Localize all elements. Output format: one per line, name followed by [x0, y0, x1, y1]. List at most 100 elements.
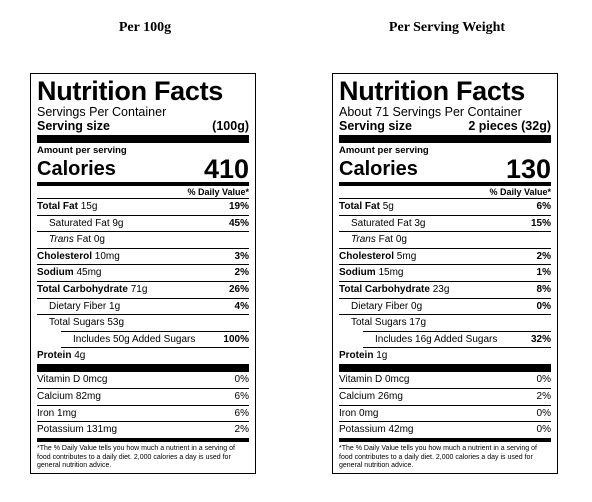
dietary-fiber-row: Dietary Fiber 1g 4%	[37, 299, 249, 316]
dietary-fiber-dv: 0%	[536, 300, 551, 312]
added-sugars-dv: 32%	[530, 333, 551, 345]
serving-size-label: Serving size	[339, 119, 412, 133]
calcium-row: Calcium 26mg 2%	[339, 389, 551, 406]
total-sugars-label: Total Sugars	[351, 317, 407, 329]
amount-per-serving: Amount per serving	[339, 145, 429, 156]
iron-amount: 1mg	[57, 407, 77, 419]
protein-row: Protein 4g	[37, 348, 249, 364]
total-fat-row: Total Fat 15g 19%	[37, 199, 249, 216]
cholesterol-row: Cholesterol 10mg 3%	[37, 249, 249, 266]
daily-value-footnote: *The % Daily Value tells you how much a …	[37, 445, 235, 470]
trans-fat-label: Trans	[49, 234, 74, 246]
protein-label: Protein	[339, 350, 374, 362]
protein-label: Protein	[37, 350, 72, 362]
servings-per-container: Servings Per Container	[37, 105, 167, 119]
sodium-amount: 45mg	[76, 267, 102, 279]
dietary-fiber-amount: 1g	[109, 300, 121, 312]
vitamin-d-row: Vitamin D 0mcg 0%	[37, 372, 249, 389]
added-sugars-amount: 50g	[113, 333, 130, 345]
sodium-dv: 1%	[536, 267, 551, 279]
added-sugars-prefix: Includes	[375, 333, 413, 345]
iron-label: Iron	[37, 407, 55, 419]
saturated-fat-row: Saturated Fat 3g 15%	[339, 216, 551, 233]
total-carbohydrate-dv: 26%	[228, 283, 249, 295]
vitamin-d-amount: 0mcg	[384, 373, 410, 385]
heading-per-100g: Per 100g	[118, 20, 172, 35]
saturated-fat-label: Saturated Fat	[49, 217, 110, 229]
vitamin-d-label: Vitamin D	[37, 373, 81, 385]
calories-label: Calories	[339, 158, 418, 180]
total-sugars-amount: 53g	[107, 317, 125, 329]
divider-thick	[37, 135, 249, 143]
divider-footnote	[37, 438, 249, 443]
sodium-amount: 15mg	[378, 267, 404, 279]
calcium-row: Calcium 82mg 6%	[37, 389, 249, 406]
calories-row: Calories 130	[339, 156, 551, 183]
trans-fat-row: Trans Fat 0g	[37, 232, 249, 249]
divider-thick	[339, 135, 551, 143]
daily-value-header: % Daily Value*	[339, 186, 551, 199]
dietary-fiber-dv: 4%	[234, 300, 249, 312]
added-sugars-wrap: Includes 50g Added Sugars 100%	[61, 330, 249, 349]
calories-row: Calories 410	[37, 156, 249, 183]
vitamin-d-row: Vitamin D 0mcg 0%	[339, 372, 551, 389]
potassium-dv: 2%	[234, 424, 249, 436]
calcium-label: Calcium	[37, 390, 74, 402]
divider-thick-protein	[37, 363, 249, 372]
iron-row: Iron 1mg 6%	[37, 406, 249, 423]
divider-thick-protein	[339, 363, 551, 372]
nutrition-panel-per-100g: Nutrition Facts Servings Per Container S…	[30, 73, 256, 474]
nutrition-facts-title: Nutrition Facts	[339, 76, 526, 106]
total-carbohydrate-label: Total Carbohydrate	[37, 283, 128, 295]
potassium-dv: 0%	[536, 424, 551, 436]
cholesterol-dv: 3%	[234, 250, 249, 262]
added-sugars-suffix: Added Sugars	[131, 333, 196, 345]
iron-dv: 6%	[234, 407, 249, 419]
total-fat-row: Total Fat 5g 6%	[339, 199, 551, 216]
sodium-label: Sodium	[339, 267, 376, 279]
total-carbohydrate-row: Total Carbohydrate 23g 8%	[339, 282, 551, 299]
trans-fat-label2: Fat	[76, 234, 92, 246]
total-fat-label: Total Fat	[339, 201, 380, 212]
sodium-dv: 2%	[234, 267, 249, 279]
dietary-fiber-row: Dietary Fiber 0g 0%	[339, 299, 551, 316]
protein-amount: 1g	[376, 350, 388, 362]
potassium-amount: 131mg	[86, 424, 118, 436]
total-sugars-label: Total Sugars	[49, 317, 105, 329]
added-sugars-suffix: Added Sugars	[433, 333, 498, 345]
serving-size-value: 2 pieces (32g)	[468, 119, 551, 133]
iron-label: Iron	[339, 407, 357, 419]
potassium-label: Potassium	[37, 424, 84, 436]
servings-per-container: About 71 Servings Per Container	[339, 105, 522, 119]
dietary-fiber-label: Dietary Fiber	[49, 300, 107, 312]
dietary-fiber-amount: 0g	[411, 300, 423, 312]
added-sugars-row: Includes 50g Added Sugars 100%	[61, 330, 249, 348]
calcium-label: Calcium	[339, 390, 376, 402]
calcium-amount: 82mg	[75, 390, 101, 402]
calcium-dv: 2%	[536, 390, 551, 402]
sodium-row: Sodium 45mg 2%	[37, 265, 249, 282]
total-fat-dv: 19%	[228, 201, 249, 212]
divider-medium	[37, 182, 249, 186]
iron-row: Iron 0mg 0%	[339, 406, 551, 423]
serving-size-row: Serving size (100g)	[37, 119, 249, 133]
cholesterol-amount: 10mg	[94, 250, 120, 262]
saturated-fat-amount: 9g	[112, 217, 124, 229]
daily-value-header: % Daily Value*	[37, 186, 249, 199]
added-sugars-prefix: Includes	[73, 333, 111, 345]
divider-medium	[339, 182, 551, 186]
potassium-amount: 42mg	[388, 424, 414, 436]
vitamin-d-label: Vitamin D	[339, 373, 383, 385]
calcium-dv: 6%	[234, 390, 249, 402]
total-carbohydrate-amount: 23g	[432, 283, 450, 295]
total-fat-label: Total Fat	[37, 201, 78, 212]
saturated-fat-row: Saturated Fat 9g 45%	[37, 216, 249, 233]
cholesterol-label: Cholesterol	[37, 250, 93, 262]
nutrition-facts-title: Nutrition Facts	[37, 76, 224, 106]
total-fat-dv: 6%	[536, 201, 551, 212]
vitamin-d-dv: 0%	[234, 373, 249, 385]
total-fat-amount: 15g	[80, 201, 98, 212]
cholesterol-label: Cholesterol	[339, 250, 395, 262]
potassium-row: Potassium 131mg 2%	[37, 422, 249, 438]
saturated-fat-dv: 45%	[228, 217, 249, 229]
